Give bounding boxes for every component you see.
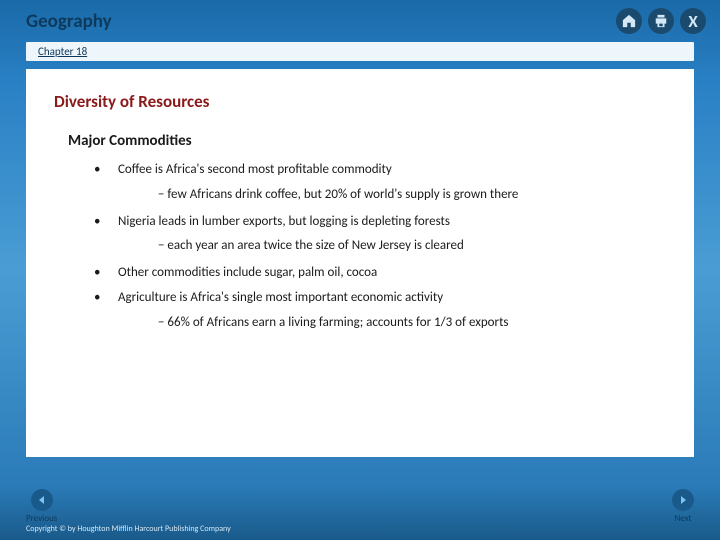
bullet-marker: • [94,212,118,233]
next-arrow-icon [672,489,694,511]
previous-label: Previous [26,513,57,524]
list-item: • Other commodities include sugar, palm … [94,263,666,284]
bullet-marker: • [94,288,118,309]
previous-button[interactable]: Previous [26,480,57,524]
bullet-marker: • [94,263,118,284]
content-area: Diversity of Resources Major Commodities… [26,69,694,457]
next-button[interactable]: Next [672,480,694,524]
home-icon[interactable] [616,8,642,34]
next-label: Next [674,513,691,524]
bullet-text: Other commodities include sugar, palm oi… [118,263,666,284]
bullet-text: Coffee is Africa's second most profitabl… [118,160,666,181]
bullet-text: Nigeria leads in lumber exports, but log… [118,212,666,233]
list-item: • Coffee is Africa's second most profita… [94,160,666,181]
bullet-text: Agriculture is Africa's single most impo… [118,288,666,309]
header-bar: Geography X [0,0,720,42]
bullet-list: • Coffee is Africa's second most profita… [94,160,666,334]
copyright-text: Copyright © by Houghton Mifflin Harcourt… [26,524,231,534]
bullet-subtext: − few Africans drink coffee, but 20% of … [158,185,666,206]
header-icons: X [616,8,706,34]
list-item: • Agriculture is Africa's single most im… [94,288,666,309]
close-icon[interactable]: X [680,8,706,34]
previous-arrow-icon [31,489,53,511]
page-title: Geography [26,10,112,33]
bullet-subtext: − each year an area twice the size of Ne… [158,236,666,257]
print-icon[interactable] [648,8,674,34]
footer-bar: Previous Next Copyright © by Houghton Mi… [0,480,720,540]
section-title: Diversity of Resources [54,91,666,112]
chapter-label[interactable]: Chapter 18 [26,42,694,61]
list-item: • Nigeria leads in lumber exports, but l… [94,212,666,233]
bullet-marker: • [94,160,118,181]
bullet-subtext: − 66% of Africans earn a living farming;… [158,313,666,334]
subsection-title: Major Commodities [68,132,666,150]
